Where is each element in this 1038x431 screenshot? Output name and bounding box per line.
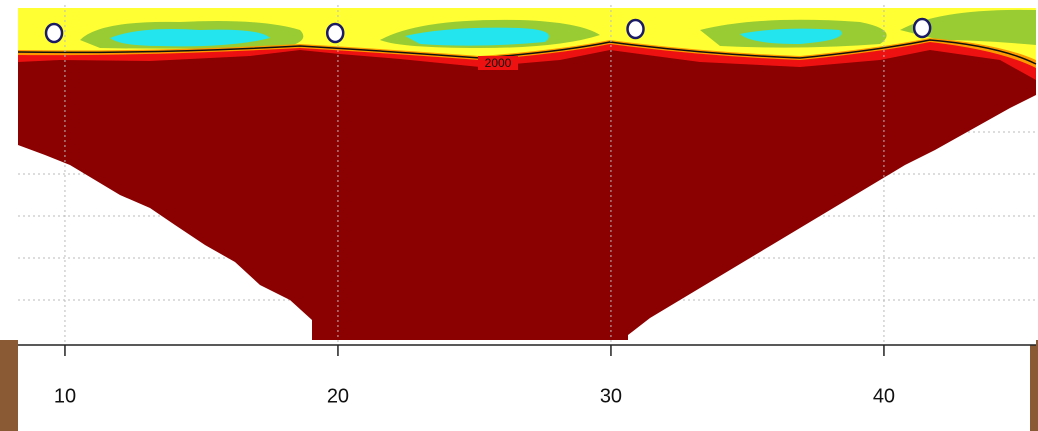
marker bbox=[626, 18, 645, 40]
vertical-grid bbox=[64, 5, 885, 345]
side-texture bbox=[1030, 340, 1038, 431]
plot-area: 2000 bbox=[17, 5, 1037, 345]
contour-line bbox=[17, 39, 1037, 65]
side-texture bbox=[0, 340, 18, 431]
x-tick-label: 40 bbox=[873, 385, 895, 407]
markers bbox=[44, 17, 932, 44]
x-axis-ticks: 10 20 30 40 bbox=[54, 345, 895, 407]
x-tick-label: 10 bbox=[54, 385, 76, 407]
contour-label: 2000 bbox=[485, 56, 512, 70]
marker bbox=[44, 22, 64, 44]
x-tick-label: 20 bbox=[327, 385, 349, 407]
marker bbox=[912, 17, 932, 39]
contour-label-bg bbox=[478, 56, 518, 70]
contour-band bbox=[110, 27, 842, 47]
marker bbox=[325, 22, 345, 44]
x-tick-label: 30 bbox=[600, 385, 622, 407]
contour-band bbox=[18, 50, 1036, 340]
